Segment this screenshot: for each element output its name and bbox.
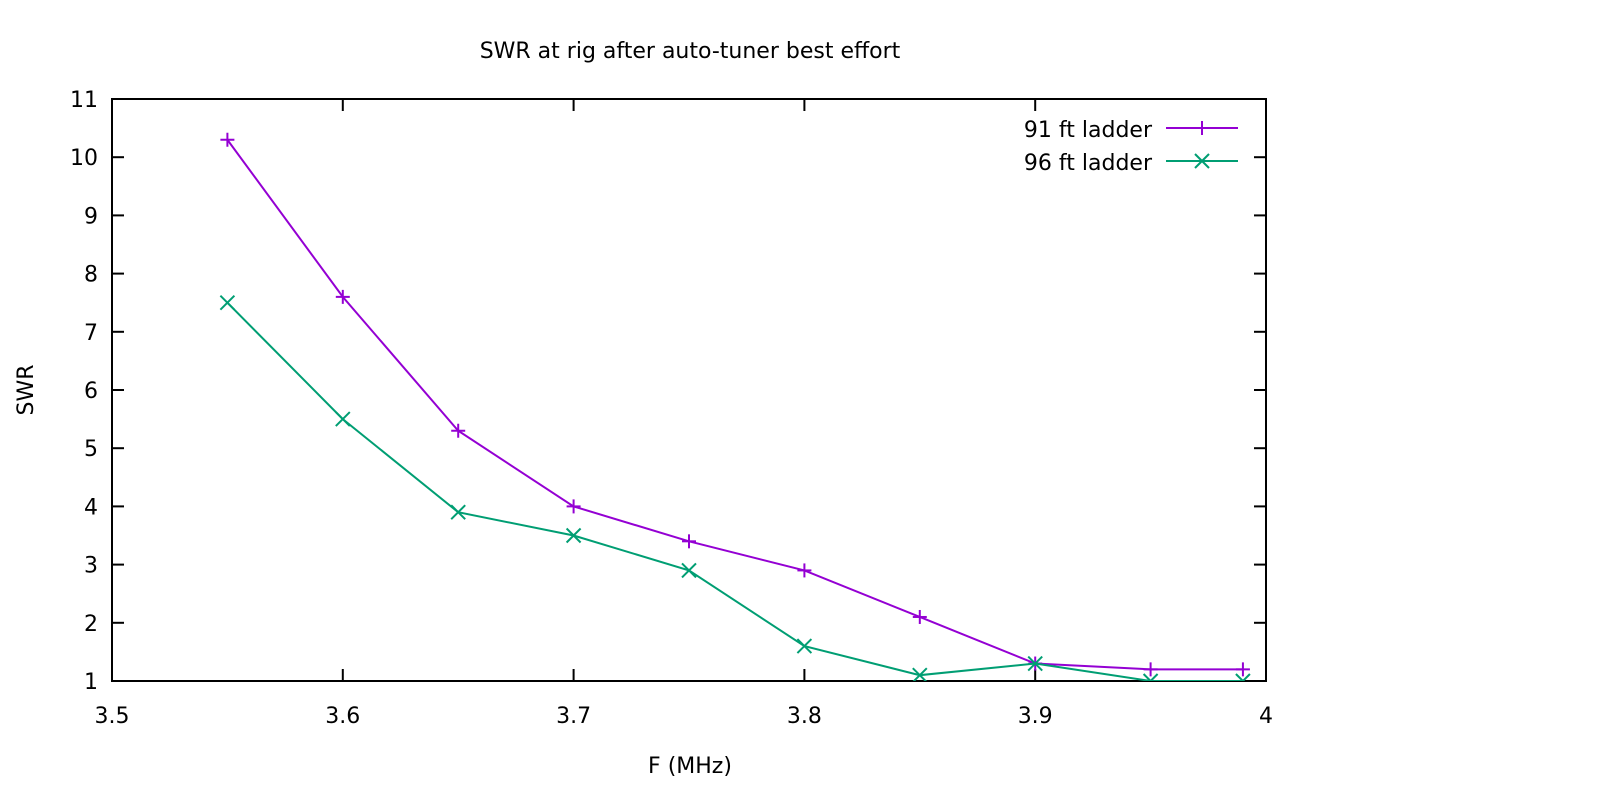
marker-stroke <box>565 527 582 544</box>
y-tick-label: 6 <box>84 379 98 404</box>
marker-stroke <box>335 411 351 427</box>
marker-stroke <box>450 504 466 520</box>
plus-marker <box>566 499 581 514</box>
x-axis-label: F (MHz) <box>648 754 732 779</box>
x-tick-label: 3.6 <box>325 704 360 729</box>
marker-stroke <box>1194 153 1210 169</box>
marker-stroke <box>1235 673 1245 681</box>
x-tick-label: 3.5 <box>95 704 130 729</box>
marker-stroke <box>1241 673 1251 681</box>
plus-marker <box>451 423 466 438</box>
chart-title: SWR at rig after auto-tuner best effort <box>480 39 901 64</box>
marker-stroke <box>681 562 697 579</box>
plus-marker <box>912 609 927 624</box>
marker-stroke <box>1142 673 1153 681</box>
cross-marker <box>1027 655 1043 672</box>
plot-frame <box>111 98 1267 682</box>
series-line-1 <box>226 139 1243 671</box>
cross-marker <box>681 562 697 579</box>
plus-marker <box>797 563 812 578</box>
y-tick-label: 3 <box>84 554 98 579</box>
legend-label: 96 ft ladder <box>1024 151 1153 176</box>
plus-marker <box>335 289 350 304</box>
x-tick-label: 3.8 <box>787 704 822 729</box>
cross-marker <box>219 294 236 311</box>
y-tick-label: 4 <box>84 495 98 520</box>
y-tick-label: 11 <box>70 88 98 113</box>
cross-marker <box>1235 673 1251 681</box>
y-tick-label: 9 <box>84 204 98 229</box>
marker-stroke <box>796 638 813 654</box>
marker-stroke <box>912 667 928 681</box>
marker-stroke <box>1027 655 1043 672</box>
cross-marker <box>565 527 582 544</box>
cross-marker <box>1194 153 1210 169</box>
x-tick-label: 4 <box>1259 704 1273 729</box>
y-tick-label: 10 <box>70 146 98 171</box>
y-tick-label: 5 <box>84 437 98 462</box>
cross-marker <box>450 504 466 520</box>
plus-marker <box>1143 662 1158 677</box>
y-axis-label: SWR <box>14 364 39 415</box>
cross-marker <box>335 411 351 427</box>
cross-marker <box>912 667 928 681</box>
marker-stroke <box>219 294 236 311</box>
legend-label: 91 ft ladder <box>1024 118 1153 143</box>
cross-marker <box>1142 673 1159 681</box>
y-tick-label: 1 <box>84 670 98 695</box>
x-tick-label: 3.7 <box>556 704 591 729</box>
y-tick-label: 2 <box>84 612 98 637</box>
plus-marker <box>220 132 235 147</box>
y-tick-label: 7 <box>84 321 98 346</box>
plus-marker <box>682 534 696 549</box>
plus-marker <box>1195 121 1209 135</box>
plus-marker <box>1235 662 1250 677</box>
marker-stroke <box>1149 673 1159 681</box>
cross-marker <box>796 638 813 654</box>
y-tick-label: 8 <box>84 263 98 288</box>
series-line-2 <box>226 301 1243 681</box>
x-tick-label: 3.9 <box>1018 704 1053 729</box>
